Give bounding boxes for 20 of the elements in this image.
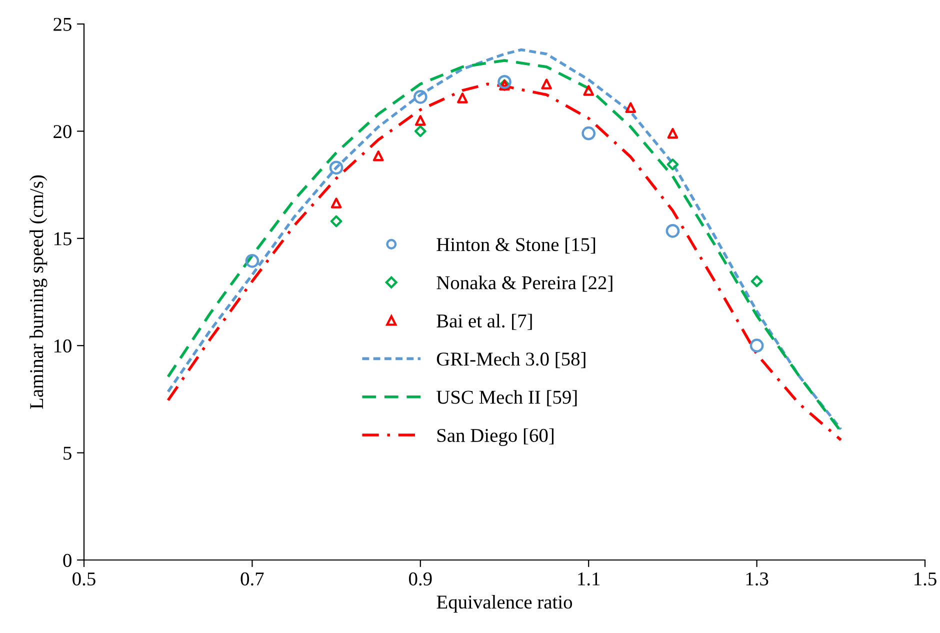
legend-label: GRI-Mech 3.0 [58] xyxy=(436,352,586,368)
x-tick-label: 0.9 xyxy=(408,572,432,586)
legend-label: USC Mech II [59] xyxy=(436,390,577,406)
x-tick-label: 0.7 xyxy=(240,572,264,586)
y-tick-label: 25 xyxy=(54,18,72,31)
legend-label: Bai et al. [7] xyxy=(436,314,532,330)
y-axis-title: Laminar burning speed (cm/s) xyxy=(30,175,48,409)
legend-label: Nonaka & Pereira [22] xyxy=(436,276,612,292)
legend-label: San Diego [60] xyxy=(437,428,554,446)
x-tick-label: 1.3 xyxy=(746,572,768,586)
x-tick-label: 1.1 xyxy=(578,572,600,586)
legend-label: Hinton & Stone [15] xyxy=(436,237,596,254)
y-tick-label: 20 xyxy=(54,125,72,138)
y-tick-label: 5 xyxy=(64,446,72,460)
y-tick-label: 10 xyxy=(54,339,72,353)
y-tick-label: 15 xyxy=(54,232,72,246)
x-tick-label: 1.5 xyxy=(914,572,936,586)
x-tick-label: 0.5 xyxy=(72,572,96,586)
x-axis-title: Equivalence ratio xyxy=(436,594,572,613)
y-tick-label: 0 xyxy=(63,554,72,567)
